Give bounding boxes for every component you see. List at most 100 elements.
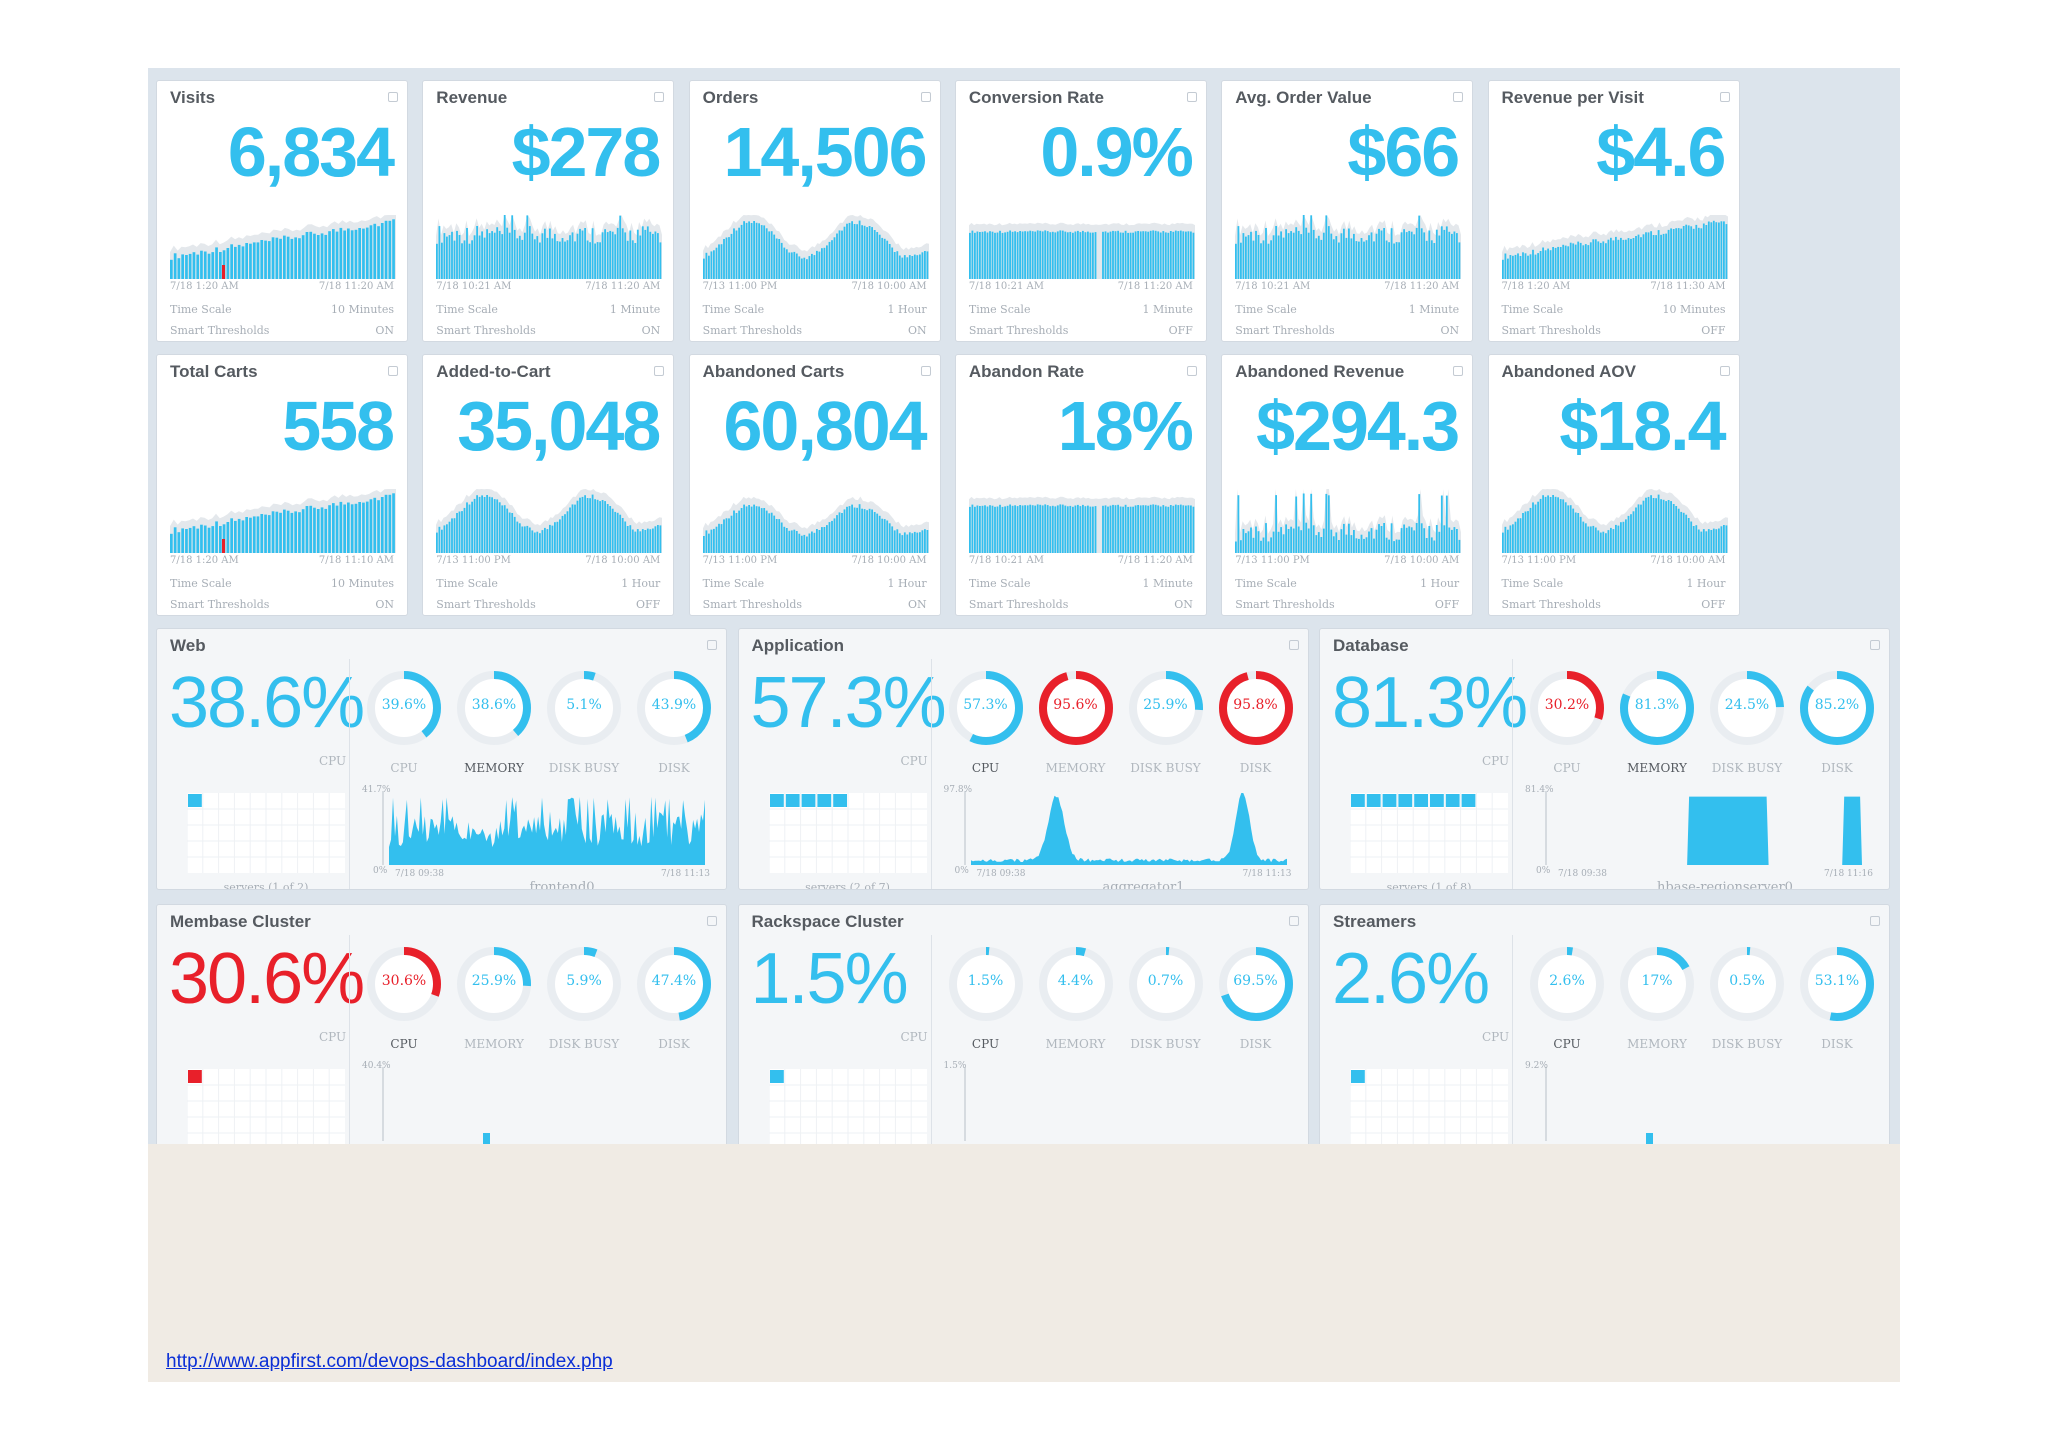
smart-thresholds-toggle[interactable]: OFF [1701, 598, 1726, 611]
gauge-cpu[interactable]: 1.5% CPU [947, 945, 1025, 1055]
plot-area [389, 796, 705, 865]
smart-thresholds-toggle[interactable]: ON [907, 324, 927, 337]
servers-grid[interactable] [1350, 1069, 1508, 1144]
sparkline-bar [720, 244, 722, 279]
gauge-arc [1530, 671, 1604, 745]
servers-grid[interactable] [1350, 793, 1508, 873]
smart-thresholds-toggle[interactable]: ON [375, 324, 394, 337]
sparkline-bar [544, 228, 547, 279]
time-scale-value[interactable]: 1 Minute [1408, 303, 1460, 316]
gauge-memory[interactable]: 25.9% MEMORY [455, 945, 533, 1055]
cluster-plot [382, 791, 705, 865]
gauge-disk[interactable]: 43.9% DISK [635, 669, 713, 779]
smart-thresholds-toggle[interactable]: OFF [1434, 598, 1460, 611]
time-scale-value[interactable]: 1 Minute [1142, 303, 1193, 316]
gauge-disk[interactable]: 85.2% DISK [1798, 669, 1876, 779]
gauge-disk[interactable]: 95.8% DISK [1217, 669, 1295, 779]
sparkline-bar [745, 506, 748, 553]
plot-host-name[interactable]: aggregator1 [1102, 880, 1185, 890]
sparkline-bar [1250, 527, 1253, 553]
settings-icon[interactable] [1453, 92, 1464, 102]
gauge-cpu[interactable]: 39.6% CPU [365, 669, 443, 779]
smart-thresholds-toggle[interactable]: OFF [1168, 324, 1193, 337]
time-scale-value[interactable]: 1 Hour [887, 303, 927, 316]
gauge-disk-busy[interactable]: 24.5% DISK BUSY [1708, 669, 1786, 779]
sparkline-bar [1569, 505, 1572, 553]
gauge-arc [457, 947, 531, 1021]
gauge-memory[interactable]: 81.3% MEMORY [1618, 669, 1696, 779]
settings-icon[interactable] [1186, 366, 1197, 376]
servers-grid[interactable] [187, 1069, 345, 1144]
smart-thresholds-toggle[interactable]: OFF [636, 598, 661, 611]
settings-icon[interactable] [920, 366, 931, 376]
sparkline-bar [878, 515, 881, 553]
settings-icon[interactable] [707, 916, 717, 926]
settings-icon[interactable] [1719, 92, 1730, 102]
sparkline-bar [1081, 230, 1084, 279]
sparkline-bar [211, 252, 215, 279]
smart-thresholds-toggle[interactable]: ON [375, 598, 394, 611]
settings-icon[interactable] [388, 366, 398, 376]
gauge-disk[interactable]: 69.5% DISK [1217, 945, 1295, 1055]
gauge-memory[interactable]: 17% MEMORY [1618, 945, 1696, 1055]
time-scale-value[interactable]: 1 Hour [1420, 577, 1460, 590]
settings-icon[interactable] [1870, 916, 1880, 926]
smart-thresholds-toggle[interactable]: ON [1440, 324, 1460, 337]
sparkline-bar [339, 501, 343, 553]
plot-host-name[interactable]: hbase-regionserver0 [1657, 880, 1793, 890]
settings-icon[interactable] [920, 92, 931, 102]
sparkline-bar [1692, 228, 1695, 279]
gauge-memory[interactable]: 95.6% MEMORY [1037, 669, 1115, 779]
time-scale-value[interactable]: 10 Minutes [330, 303, 394, 316]
settings-icon[interactable] [388, 92, 398, 102]
sparkline-bar [1526, 255, 1529, 279]
smart-thresholds-toggle[interactable]: OFF [1701, 324, 1726, 337]
plot-start-time: 7/18 09:38 [976, 869, 1026, 879]
time-scale-value[interactable]: 1 Hour [1686, 577, 1726, 590]
time-scale-value[interactable]: 1 Minute [609, 303, 661, 316]
time-scale-value[interactable]: 10 Minutes [1662, 303, 1726, 316]
sparkline-bar [1599, 242, 1602, 279]
settings-icon[interactable] [1288, 640, 1299, 650]
servers-grid[interactable] [768, 1069, 927, 1144]
smart-thresholds-toggle[interactable]: ON [1174, 598, 1193, 611]
sparkline-bar [343, 230, 346, 279]
gauge-cpu[interactable]: 30.6% CPU [365, 945, 443, 1055]
gauge-memory[interactable]: 38.6% MEMORY [455, 669, 533, 779]
gauge-memory[interactable]: 4.4% MEMORY [1037, 945, 1115, 1055]
time-scale-value[interactable]: 10 Minutes [330, 577, 394, 590]
gauge-disk-busy[interactable]: 5.1% DISK BUSY [545, 669, 623, 779]
gauge-disk[interactable]: 53.1% DISK [1798, 945, 1876, 1055]
time-scale-value[interactable]: 1 Minute [1142, 577, 1193, 590]
gauge-disk-busy[interactable]: 25.9% DISK BUSY [1127, 669, 1205, 779]
smart-thresholds-toggle[interactable]: ON [641, 324, 661, 337]
gauge-cpu[interactable]: 57.3% CPU [947, 669, 1025, 779]
settings-icon[interactable] [707, 640, 717, 650]
gauge-cpu[interactable]: 30.2% CPU [1528, 669, 1606, 779]
settings-icon[interactable] [1719, 366, 1730, 376]
time-scale-value[interactable]: 1 Hour [621, 577, 661, 590]
gauge-disk-busy[interactable]: 0.5% DISK BUSY [1708, 945, 1786, 1055]
servers-grid[interactable] [187, 793, 345, 873]
gauge-cpu[interactable]: 2.6% CPU [1528, 945, 1606, 1055]
time-scale-value[interactable]: 1 Hour [887, 577, 927, 590]
plot-host-name[interactable]: frontend0 [529, 880, 595, 890]
sparkline-bar [1531, 502, 1534, 553]
settings-icon[interactable] [654, 92, 665, 102]
gauge-disk-busy[interactable]: 0.7% DISK BUSY [1127, 945, 1205, 1055]
gauge-disk[interactable]: 47.4% DISK [635, 945, 713, 1055]
settings-icon[interactable] [1186, 92, 1197, 102]
settings-icon[interactable] [654, 366, 665, 376]
source-link[interactable]: http://www.appfirst.com/devops-dashboard… [166, 1351, 613, 1372]
settings-icon[interactable] [1870, 640, 1880, 650]
sparkline-bar [1594, 527, 1597, 553]
sparkline-bar [1642, 234, 1644, 279]
sparkline-bar [1333, 239, 1335, 279]
settings-icon[interactable] [1453, 366, 1464, 376]
metric-card: Visits 6,834 7/18 1:20 AM 7/18 11:20 AM Time… [156, 80, 408, 342]
settings-icon[interactable] [1288, 916, 1299, 926]
gauge-disk-busy[interactable]: 5.9% DISK BUSY [545, 945, 623, 1055]
smart-thresholds-toggle[interactable]: ON [907, 598, 927, 611]
servers-grid[interactable] [768, 793, 927, 873]
sparkline-bar [1257, 531, 1260, 553]
